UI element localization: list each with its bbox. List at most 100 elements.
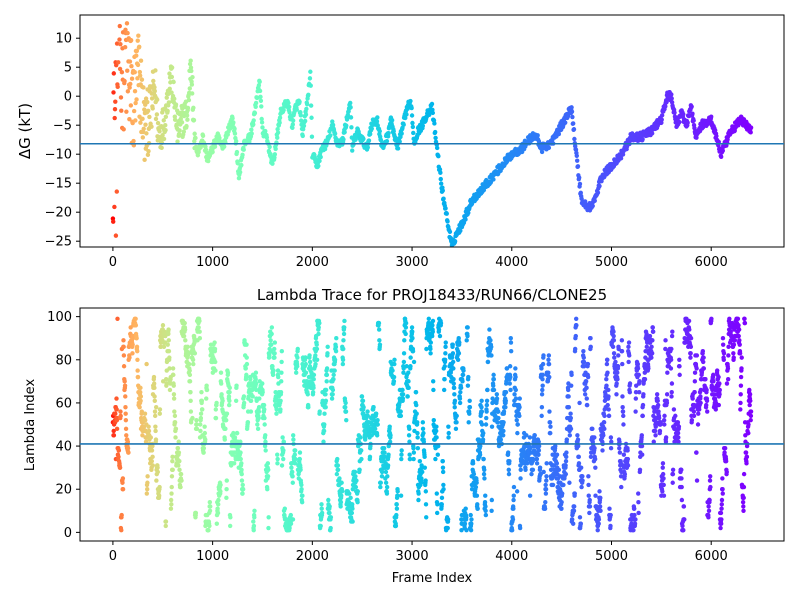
delta-g-point bbox=[154, 112, 160, 117]
lambda-point bbox=[339, 480, 344, 485]
lambda-point bbox=[182, 327, 188, 332]
lambda-point bbox=[460, 379, 465, 384]
delta-g-point bbox=[466, 210, 471, 216]
lambda-point bbox=[225, 370, 231, 375]
lambda-point bbox=[452, 392, 457, 397]
lambda-point bbox=[295, 355, 300, 360]
lambda-point bbox=[571, 508, 577, 513]
lambda-point bbox=[428, 340, 434, 345]
lambda-point bbox=[213, 368, 218, 373]
lambda-point bbox=[343, 409, 349, 414]
lambda-point bbox=[637, 389, 642, 395]
delta-g-point bbox=[391, 129, 396, 134]
lambda-x-tick-label: 2000 bbox=[296, 549, 329, 564]
lambda-point bbox=[227, 523, 233, 529]
lambda-point bbox=[399, 452, 404, 457]
delta-g-point bbox=[290, 122, 295, 127]
lambda-point bbox=[577, 400, 582, 406]
lambda-point bbox=[748, 413, 754, 419]
lambda-point bbox=[152, 385, 157, 391]
delta-g-point bbox=[438, 176, 443, 182]
lambda-point bbox=[265, 474, 271, 479]
lambda-point bbox=[670, 467, 676, 473]
lambda-point bbox=[410, 336, 415, 341]
delta-g-y-tick-label: −25 bbox=[45, 235, 72, 250]
lambda-point bbox=[262, 422, 267, 427]
lambda-point bbox=[223, 417, 229, 423]
lambda-point bbox=[456, 336, 461, 341]
delta-g-point bbox=[125, 68, 130, 73]
lambda-point bbox=[274, 411, 279, 416]
lambda-point bbox=[550, 482, 556, 488]
delta-g-point bbox=[432, 129, 438, 135]
lambda-point bbox=[731, 355, 736, 360]
lambda-point bbox=[569, 372, 574, 378]
delta-g-point bbox=[287, 104, 292, 110]
lambda-point bbox=[748, 417, 753, 423]
delta-g-point bbox=[300, 133, 305, 139]
delta-g-point bbox=[270, 161, 275, 166]
delta-g-point bbox=[350, 148, 355, 153]
delta-g-point bbox=[189, 68, 194, 74]
lambda-point bbox=[564, 437, 570, 442]
delta-g-point bbox=[677, 119, 682, 125]
lambda-point bbox=[446, 435, 451, 440]
delta-g-point bbox=[404, 112, 409, 117]
lambda-point bbox=[439, 495, 445, 501]
lambda-point bbox=[720, 342, 726, 347]
lambda-point bbox=[413, 389, 419, 395]
lambda-point bbox=[290, 433, 296, 438]
lambda-point bbox=[405, 394, 410, 399]
delta-g-point bbox=[366, 138, 372, 143]
lambda-point bbox=[664, 392, 670, 397]
lambda-point bbox=[190, 415, 195, 421]
lambda-point bbox=[539, 366, 544, 371]
lambda-point bbox=[135, 374, 141, 380]
lambda-point bbox=[266, 515, 271, 520]
lambda-point bbox=[197, 318, 202, 324]
lambda-point bbox=[297, 456, 302, 462]
lambda-point bbox=[450, 342, 455, 347]
lambda-point bbox=[290, 474, 295, 479]
lambda-point bbox=[144, 361, 149, 367]
lambda-point bbox=[395, 489, 400, 494]
lambda-point bbox=[166, 338, 171, 343]
lambda-point bbox=[428, 346, 433, 352]
delta-g-y-axis-label: ΔG (kT) bbox=[16, 103, 34, 159]
lambda-point bbox=[718, 525, 723, 531]
lambda-point bbox=[265, 487, 270, 492]
lambda-point bbox=[665, 370, 670, 375]
lambda-point bbox=[288, 512, 294, 518]
lambda-point bbox=[204, 387, 210, 393]
lambda-point bbox=[468, 528, 474, 533]
lambda-point bbox=[376, 327, 382, 332]
delta-g-point bbox=[386, 131, 391, 136]
lambda-point bbox=[239, 461, 244, 466]
lambda-point bbox=[327, 510, 332, 516]
delta-g-point bbox=[133, 100, 138, 106]
lambda-point bbox=[379, 469, 385, 475]
lambda-point bbox=[436, 327, 442, 332]
lambda-point bbox=[281, 448, 286, 453]
lambda-point bbox=[721, 357, 726, 362]
lambda-point bbox=[384, 491, 390, 496]
lambda-point bbox=[149, 448, 155, 453]
delta-g-point bbox=[669, 100, 675, 105]
lambda-point bbox=[310, 389, 316, 395]
lambda-point bbox=[663, 346, 668, 352]
lambda-point bbox=[148, 435, 153, 440]
lambda-point bbox=[489, 424, 495, 429]
lambda-point bbox=[424, 515, 429, 520]
lambda-point bbox=[123, 405, 128, 410]
lambda-point bbox=[434, 424, 439, 429]
lambda-point bbox=[511, 497, 516, 503]
lambda-point bbox=[701, 366, 707, 371]
delta-g-point bbox=[140, 116, 145, 122]
delta-g-point bbox=[149, 124, 154, 129]
delta-g-point bbox=[125, 89, 131, 94]
lambda-point bbox=[207, 508, 213, 513]
lambda-point bbox=[741, 471, 747, 477]
lambda-point bbox=[407, 439, 412, 444]
lambda-point bbox=[373, 411, 379, 416]
delta-g-point bbox=[438, 181, 444, 186]
